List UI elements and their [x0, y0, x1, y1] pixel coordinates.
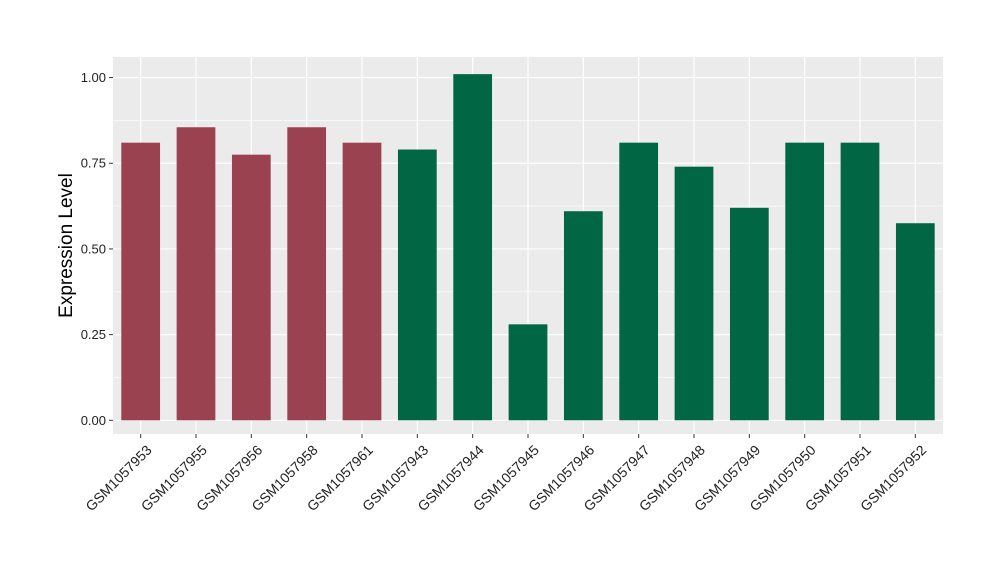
bar-GSM1057950	[785, 142, 825, 421]
y-axis-title: Expression Level	[56, 173, 77, 318]
y-tick-label: 0.50	[81, 241, 106, 256]
bar-GSM1057944	[453, 74, 493, 421]
bar-GSM1057943	[397, 149, 437, 421]
bars	[121, 74, 935, 421]
y-tick-label: 0.75	[81, 156, 106, 171]
x-axis: GSM1057953GSM1057955GSM1057956GSM1057958…	[82, 434, 930, 514]
bar-GSM1057958	[287, 127, 327, 421]
bar-GSM1057956	[231, 154, 271, 421]
bar-GSM1057945	[508, 324, 548, 421]
bar-GSM1057955	[176, 127, 216, 421]
y-tick-label: 1.00	[81, 70, 106, 85]
y-tick-label: 0.25	[81, 327, 106, 342]
bar-GSM1057946	[563, 211, 603, 421]
bar-GSM1057961	[342, 142, 382, 421]
y-tick-label: 0.00	[81, 413, 106, 428]
bar-GSM1057952	[895, 223, 935, 421]
bar-GSM1057947	[619, 142, 659, 421]
bar-GSM1057953	[121, 142, 161, 421]
bar-GSM1057948	[674, 166, 714, 421]
y-axis: 0.00 0.25 0.50 0.75 1.00	[81, 70, 113, 428]
bar-GSM1057951	[840, 142, 880, 421]
bar-GSM1057949	[729, 207, 769, 421]
